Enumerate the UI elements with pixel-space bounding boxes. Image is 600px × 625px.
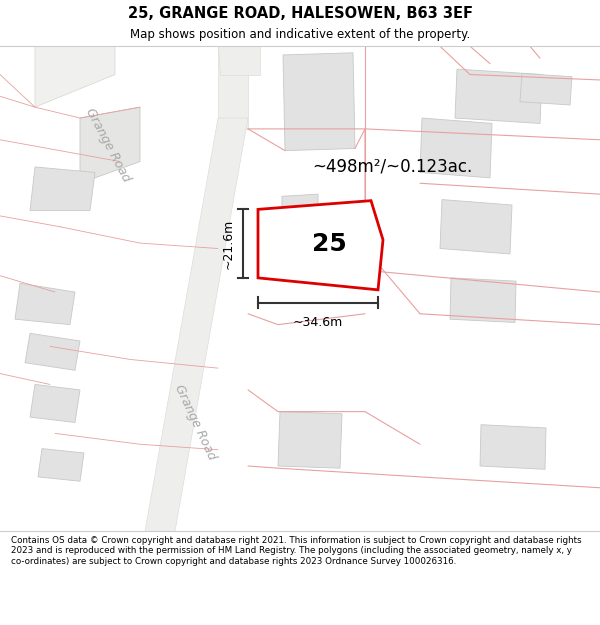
Text: ~21.6m: ~21.6m bbox=[222, 219, 235, 269]
Text: Map shows position and indicative extent of the property.: Map shows position and indicative extent… bbox=[130, 28, 470, 41]
Text: Grange Road: Grange Road bbox=[83, 106, 133, 184]
Polygon shape bbox=[258, 201, 383, 290]
Polygon shape bbox=[218, 46, 260, 74]
Polygon shape bbox=[450, 278, 516, 322]
Polygon shape bbox=[145, 118, 248, 531]
Text: 25: 25 bbox=[312, 231, 347, 256]
Polygon shape bbox=[25, 333, 80, 370]
Polygon shape bbox=[30, 167, 95, 211]
Polygon shape bbox=[520, 73, 572, 105]
Polygon shape bbox=[38, 449, 84, 481]
Polygon shape bbox=[15, 283, 75, 324]
Polygon shape bbox=[30, 384, 80, 423]
Text: Grange Road: Grange Road bbox=[172, 382, 218, 462]
Text: ~498m²/~0.123ac.: ~498m²/~0.123ac. bbox=[312, 158, 472, 176]
Polygon shape bbox=[35, 46, 115, 107]
Polygon shape bbox=[440, 199, 512, 254]
Polygon shape bbox=[420, 118, 492, 178]
Polygon shape bbox=[480, 424, 546, 469]
Polygon shape bbox=[218, 46, 248, 129]
Polygon shape bbox=[455, 69, 542, 124]
Text: Contains OS data © Crown copyright and database right 2021. This information is : Contains OS data © Crown copyright and d… bbox=[11, 536, 581, 566]
Polygon shape bbox=[278, 412, 342, 468]
Polygon shape bbox=[282, 194, 318, 281]
Text: 25, GRANGE ROAD, HALESOWEN, B63 3EF: 25, GRANGE ROAD, HALESOWEN, B63 3EF bbox=[128, 6, 473, 21]
Text: ~34.6m: ~34.6m bbox=[293, 316, 343, 329]
Polygon shape bbox=[283, 52, 355, 151]
Polygon shape bbox=[80, 107, 140, 183]
